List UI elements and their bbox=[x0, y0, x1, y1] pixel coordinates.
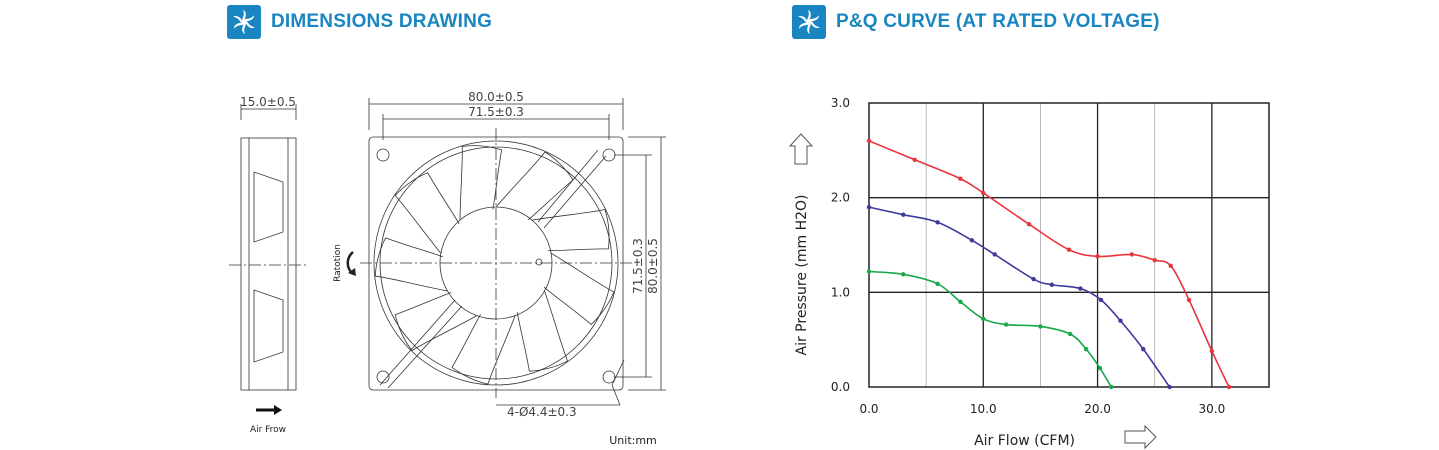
y-axis-arrow-icon bbox=[788, 133, 814, 165]
series-point-2 bbox=[1098, 297, 1104, 303]
series-line-3 bbox=[868, 270, 1112, 388]
series-point-2 bbox=[1078, 286, 1083, 291]
series-point-3 bbox=[866, 269, 872, 274]
series-point-1 bbox=[1168, 263, 1173, 269]
series-point-3 bbox=[958, 299, 963, 304]
series-point-3 bbox=[1067, 331, 1073, 337]
series-point-3 bbox=[1109, 384, 1114, 390]
series-point-1 bbox=[1209, 348, 1215, 354]
x-tick-label: 20.0 bbox=[1084, 402, 1111, 416]
series-point-2 bbox=[901, 212, 906, 217]
dimensions-drawing-header: DIMENSIONS DRAWING bbox=[227, 4, 492, 40]
series-point-1 bbox=[1095, 254, 1100, 259]
y-tick-label: 1.0 bbox=[831, 285, 850, 299]
pq-curve-title: P&Q CURVE (AT RATED VOLTAGE) bbox=[836, 11, 1160, 32]
plot-frame bbox=[868, 102, 1270, 388]
series-point-2 bbox=[1141, 346, 1146, 352]
rotation-label: Ratotion bbox=[333, 244, 343, 282]
chart-grid bbox=[868, 102, 1270, 388]
side-view-body bbox=[240, 137, 297, 391]
pq-curve-header: P&Q CURVE (AT RATED VOLTAGE) bbox=[792, 4, 1160, 40]
y-tick-label: 0.0 bbox=[831, 380, 850, 394]
series-point-2 bbox=[1031, 276, 1036, 282]
series-point-3 bbox=[981, 316, 986, 322]
series-point-1 bbox=[912, 157, 917, 162]
series-point-1 bbox=[1152, 257, 1157, 263]
x-axis-label: Air Flow (CFM) bbox=[974, 433, 1075, 449]
series-line-2 bbox=[868, 206, 1171, 388]
x-tick-label: 0.0 bbox=[859, 402, 878, 416]
fan-logo-icon bbox=[792, 5, 826, 39]
series-point-3 bbox=[935, 281, 940, 287]
fan-logo-icon bbox=[227, 5, 261, 39]
series-point-1 bbox=[958, 176, 963, 181]
overall-height-dim: 80.0±0.5 bbox=[646, 238, 660, 294]
pq-curve-chart: 0.0 10.0 20.0 30.0 0.0 1.0 2.0 3.0 Air Flow (CF… bbox=[788, 96, 1270, 450]
series-point-3 bbox=[1097, 365, 1103, 371]
series-point-3 bbox=[1038, 324, 1043, 329]
series-point-3 bbox=[1003, 322, 1009, 327]
dimensions-drawing: 15.0±0.5 80.0±0.5 71.5±0.3 71.5±0.3 80.0… bbox=[229, 90, 666, 447]
series-point-2 bbox=[992, 252, 997, 257]
dimensions-drawing-title: DIMENSIONS DRAWING bbox=[271, 11, 493, 32]
chart-ticks: 0.0 10.0 20.0 30.0 0.0 1.0 2.0 3.0 bbox=[831, 96, 1225, 416]
hole-spacing-height-dim: 71.5±0.3 bbox=[631, 238, 645, 294]
series-point-1 bbox=[1066, 247, 1072, 252]
unit-label: Unit:mm bbox=[609, 434, 657, 447]
series-point-2 bbox=[935, 220, 940, 225]
series-point-3 bbox=[1083, 346, 1089, 352]
x-tick-label: 30.0 bbox=[1198, 402, 1225, 416]
hole-callout: 4-Ø4.4±0.3 bbox=[507, 405, 577, 419]
y-tick-label: 3.0 bbox=[831, 96, 850, 110]
y-tick-label: 2.0 bbox=[831, 191, 850, 205]
x-axis-arrow-icon bbox=[1124, 424, 1157, 450]
series-point-1 bbox=[1026, 221, 1032, 227]
y-axis-label: Air Pressure (mm H2O) bbox=[794, 194, 810, 355]
series-line-1 bbox=[868, 140, 1230, 388]
series-point-1 bbox=[1129, 252, 1135, 257]
series-point-2 bbox=[1167, 384, 1172, 390]
chart-series bbox=[866, 138, 1232, 390]
series-point-1 bbox=[1226, 384, 1232, 390]
series-point-2 bbox=[1118, 318, 1123, 323]
overall-width-dim: 80.0±0.5 bbox=[468, 90, 524, 104]
fan-blades bbox=[374, 145, 615, 385]
series-point-1 bbox=[981, 190, 986, 196]
mount-hole bbox=[376, 148, 390, 162]
hole-spacing-width-dim: 71.5±0.3 bbox=[468, 105, 524, 119]
series-point-2 bbox=[866, 204, 872, 210]
series-point-2 bbox=[1049, 282, 1055, 287]
side-width-dim: 15.0±0.5 bbox=[240, 95, 296, 109]
airflow-label: Air Frow bbox=[250, 425, 286, 435]
series-point-1 bbox=[866, 138, 872, 144]
series-point-2 bbox=[969, 238, 975, 243]
series-point-3 bbox=[901, 272, 906, 277]
mount-hole bbox=[376, 370, 390, 384]
mount-hole bbox=[602, 370, 616, 384]
mount-hole bbox=[602, 148, 616, 162]
series-point-1 bbox=[1186, 297, 1192, 303]
x-tick-label: 10.0 bbox=[970, 402, 997, 416]
